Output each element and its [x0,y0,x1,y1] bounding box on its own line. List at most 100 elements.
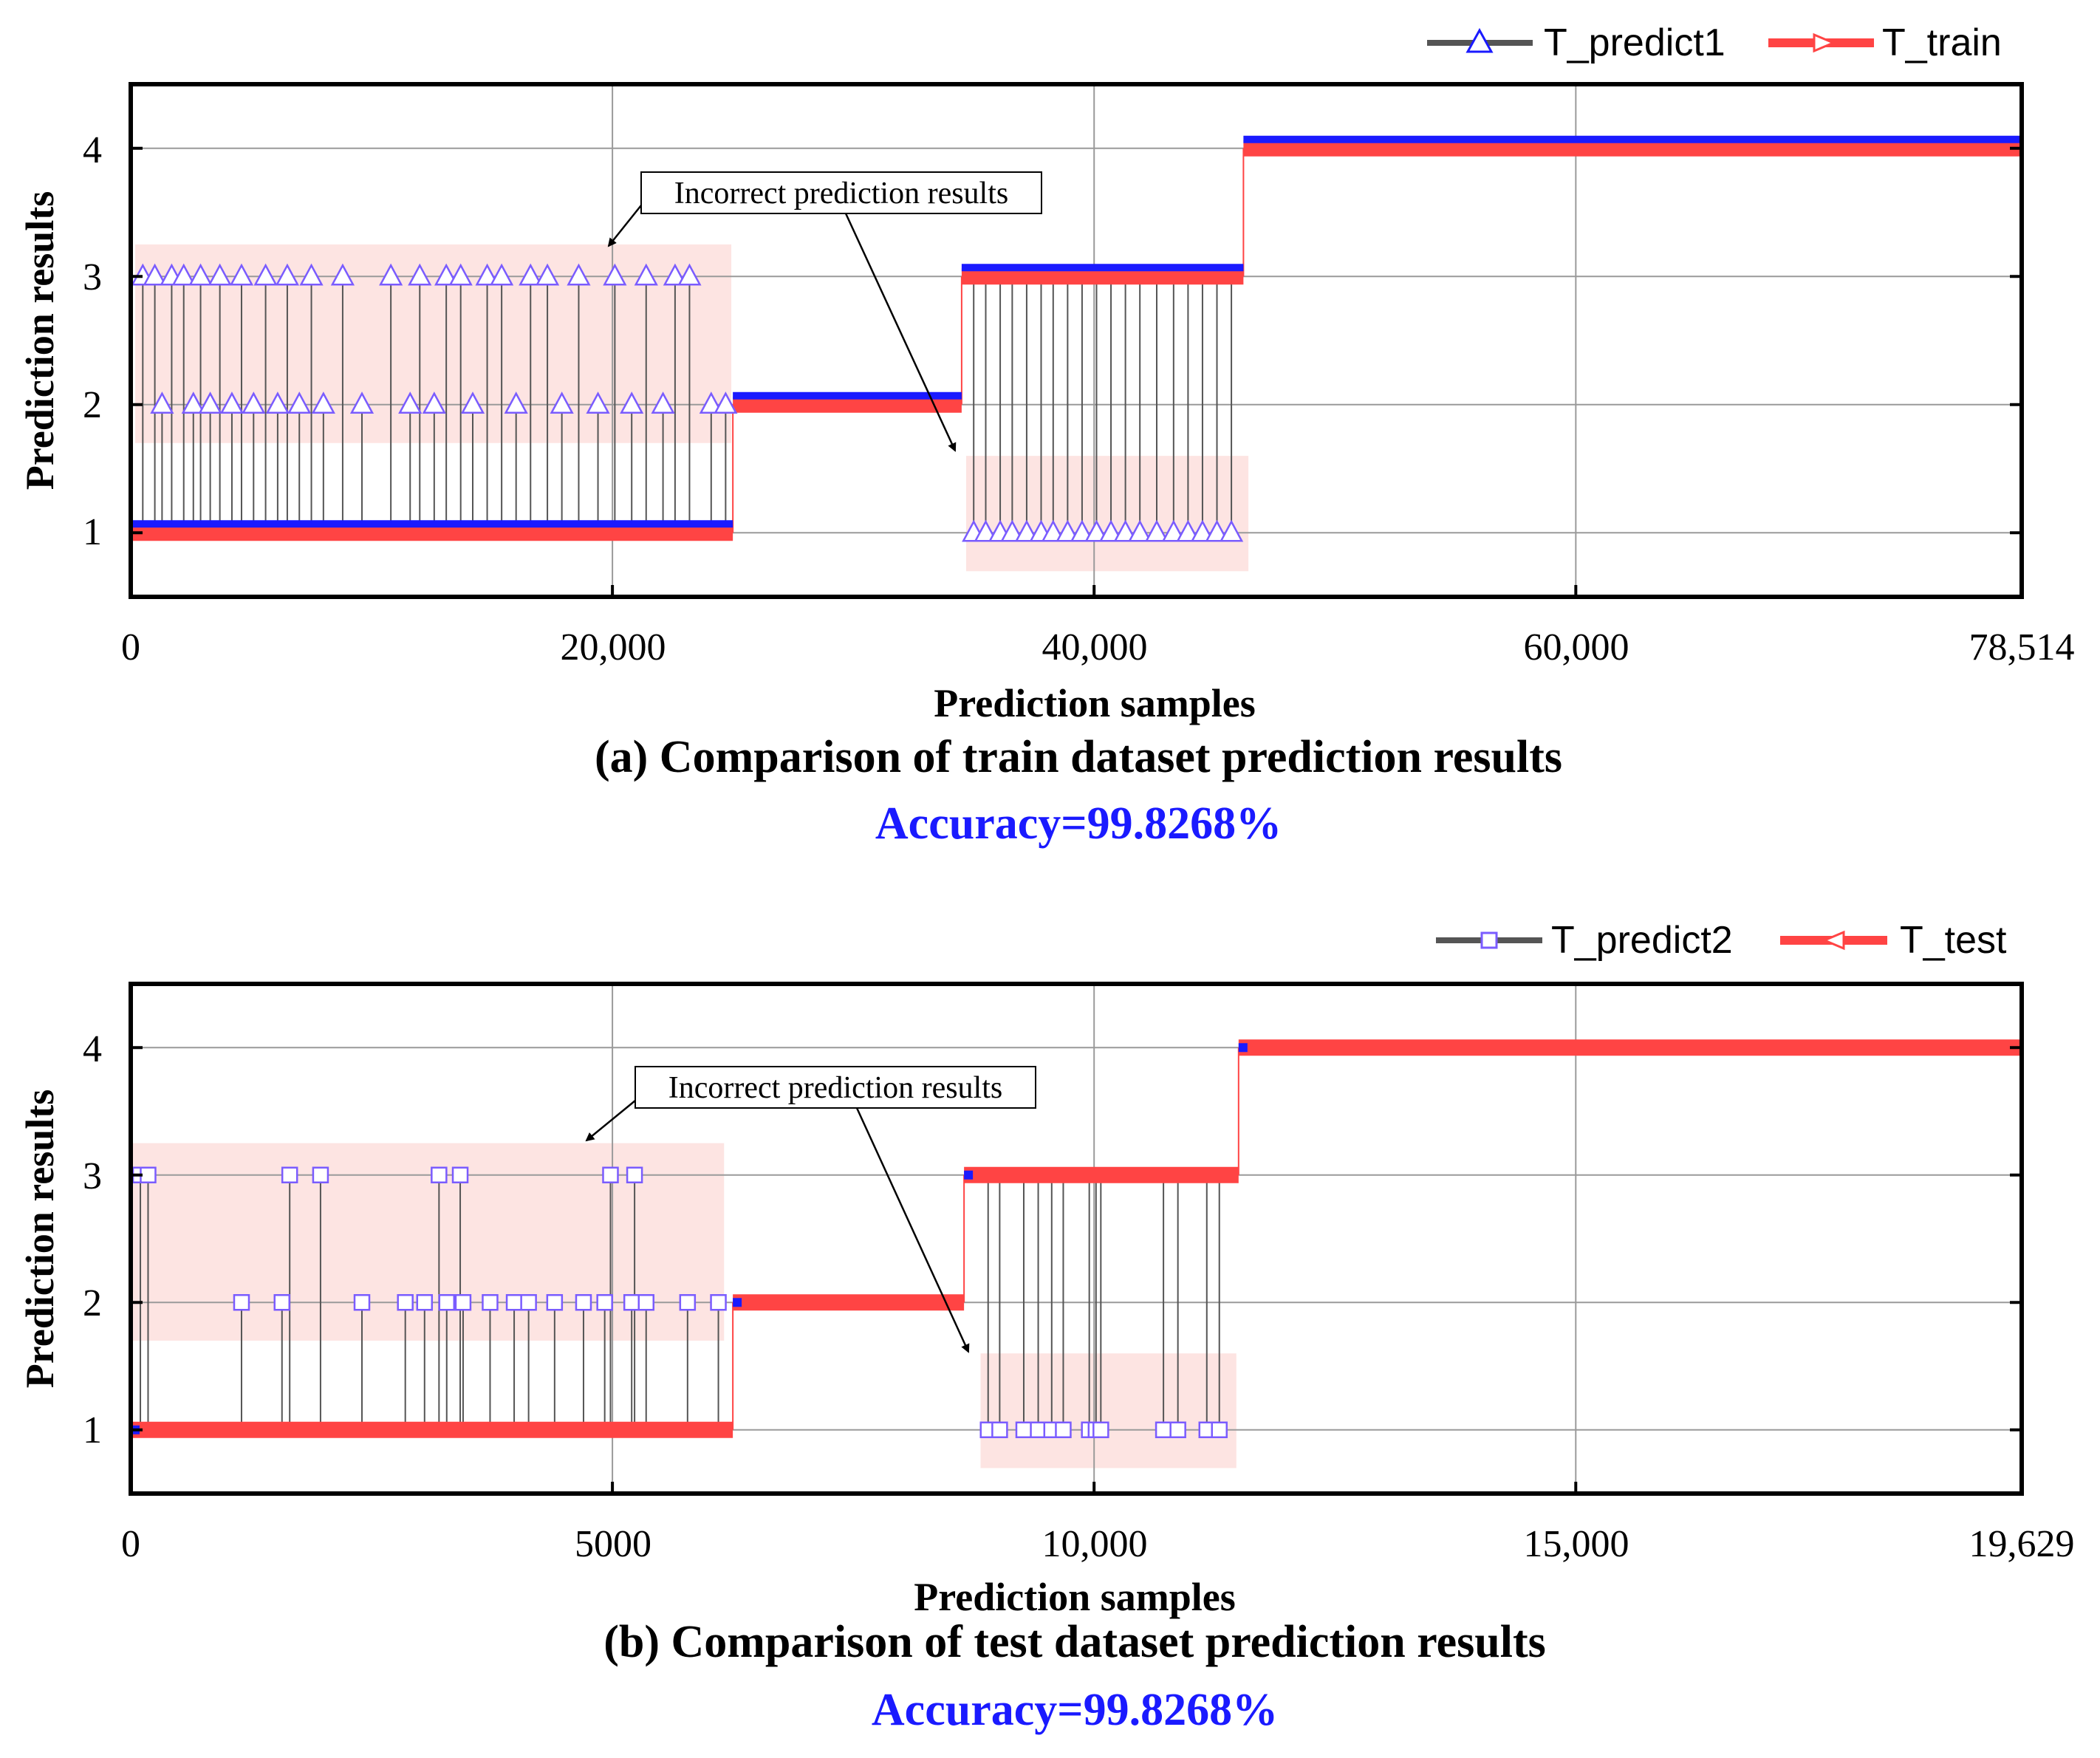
y-tick-label: 3 [83,256,102,298]
prediction-marker [663,263,687,286]
x-axis-title: Prediction samples [934,681,1255,725]
prediction-marker [1041,519,1065,542]
prediction-marker [143,263,167,286]
prediction-marker [198,391,222,414]
prediction-marker [1015,1421,1033,1438]
prediction-marker [1219,519,1244,542]
prediction-marker [620,391,644,414]
prediction-marker [438,1294,456,1311]
prediction-marker [408,263,432,286]
prediction-marker [188,263,213,286]
prediction-marker [699,391,723,414]
prediction-marker [242,391,266,414]
prediction-marker [602,1166,619,1183]
prediction-marker [637,1294,654,1311]
prediction-marker [1176,519,1200,542]
annotation-label: Incorrect prediction results [668,1071,1002,1105]
prediction-marker [1169,1421,1186,1438]
prediction-marker [451,1166,469,1183]
prediction-marker [1128,519,1152,542]
x-axis-title: Prediction samples [914,1575,1235,1619]
prediction-marker [431,1166,448,1183]
prediction-marker [714,391,738,414]
prediction-marker [623,1294,640,1311]
prediction-marker [448,263,473,286]
legend-label-t-predict2: T_predict2 [1551,919,1733,962]
y-tick-label: 1 [83,1409,102,1451]
prediction-marker [651,391,675,414]
chart-caption: (a) Comparison of train dataset predicti… [595,732,1562,782]
prediction-marker [596,1294,613,1311]
y-tick-label: 1 [83,511,102,553]
x-tick-label: 5000 [575,1523,651,1565]
prediction-marker [275,263,300,286]
annotation-arrow [585,1100,636,1142]
prediction-marker [171,263,196,286]
plot-frame [129,982,2024,1496]
legend-label-t-predict1: T_predict1 [1544,21,1726,64]
prediction-marker [475,263,499,286]
accuracy-label: Accuracy=99.8268% [875,798,1282,849]
prediction-marker [1211,1421,1228,1438]
x-tick-label: 20,000 [561,626,666,668]
prediction-marker [546,1294,564,1311]
prediction-marker [626,1166,643,1183]
prediction-marker [1098,519,1123,542]
prediction-marker [349,391,374,414]
y-tick-label: 2 [83,1282,102,1324]
annotation-arrow [607,205,642,247]
highlight-region [965,456,1249,572]
y-tick-label: 4 [83,129,102,171]
x-tick-label: 78,514 [1969,626,2075,668]
prediction-marker [991,1421,1008,1438]
y-tick-label: 4 [83,1028,102,1070]
prediction-marker [219,391,244,414]
annotation-label: Incorrect prediction results [674,177,1008,211]
prediction-marker [519,263,543,286]
prediction-marker [281,1166,298,1183]
axis-ticks [129,1046,2023,1494]
prediction-marker [586,391,610,414]
prediction-marker [603,263,627,286]
prediction-marker [535,263,560,286]
prediction-marker [265,391,290,414]
prediction-marker [454,1294,472,1311]
prediction-marker [677,263,702,286]
prediction-marker [273,1294,291,1311]
prediction-marker [379,263,403,286]
prediction-marker [505,1294,523,1311]
y-axis-title: Prediction results [18,191,62,490]
legend: T_predict1 T_train [1427,21,2002,64]
plot-frame [129,82,2024,599]
annotation-box [635,1066,1036,1109]
axis-ticks [129,146,2023,597]
x-tick-label: 15,000 [1524,1523,1629,1565]
prediction-marker [1205,519,1229,542]
prediction-marker [710,1294,727,1311]
triangle-up-marker-icon [1465,27,1494,53]
x-tick-label: 60,000 [1524,626,1629,668]
prediction-marker [311,391,335,414]
prediction-marker [460,391,485,414]
prediction-marker [1014,519,1039,542]
x-tick-label: 19,629 [1969,1523,2075,1565]
x-tick-label: 0 [121,1523,140,1565]
annotation-arrow [855,1107,970,1353]
legend-label-t-test: T_test [1900,919,2007,962]
prediction-marker [1056,519,1080,542]
y-tick-label: 2 [83,384,102,426]
prediction-marker [1144,519,1169,542]
prediction-marker [974,519,998,542]
prediction-marker [504,391,528,414]
y-axis-title: Prediction results [18,1090,62,1388]
x-tick-label: 10,000 [1042,1523,1148,1565]
prediction-marker [520,1294,537,1311]
chart-caption: (b) Comparison of test dataset predictio… [603,1617,1546,1667]
prediction-marker [1030,1421,1047,1438]
prediction-marker [1092,1421,1109,1438]
triangle-left-marker-icon [1822,930,1845,951]
error-stems [140,1174,1220,1430]
accuracy-label: Accuracy=99.8268% [872,1685,1278,1735]
prediction-marker [353,1294,371,1311]
